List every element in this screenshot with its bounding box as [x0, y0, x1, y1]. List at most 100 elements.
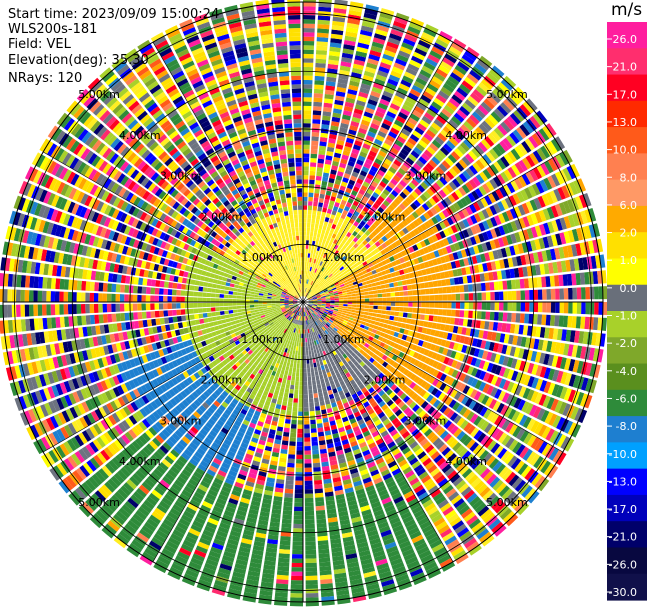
radar-gate: [303, 127, 311, 132]
radar-gate: [328, 241, 333, 247]
radar-gate: [424, 288, 430, 295]
radar-gate: [336, 171, 344, 177]
radar-gate: [381, 310, 387, 315]
radar-gate: [303, 407, 309, 412]
radar-gate: [326, 265, 331, 271]
radar-gate: [318, 392, 324, 398]
radar-gate: [364, 213, 372, 220]
radar-gate: [376, 184, 385, 192]
radar-gate: [331, 270, 336, 275]
radar-gate: [350, 240, 356, 246]
radar-gate: [330, 214, 336, 220]
radar-gate: [346, 212, 353, 218]
radar-gate: [423, 61, 436, 71]
radar-gate: [369, 305, 374, 309]
radar-gate: [522, 121, 534, 134]
radar-gate: [479, 171, 489, 182]
radar-gate: [444, 157, 454, 167]
radar-gate: [321, 229, 326, 235]
radar-gate: [371, 243, 378, 250]
radar-gate: [414, 187, 423, 196]
radar-gate: [359, 151, 368, 158]
radar-gate: [329, 42, 342, 49]
radar-gate: [482, 154, 492, 165]
radar-gate: [483, 98, 495, 110]
radar-gate: [307, 284, 310, 289]
radar-gate: [321, 267, 325, 272]
radar-gate: [336, 269, 341, 274]
radar-gate: [420, 152, 431, 162]
radar-gate: [380, 221, 387, 228]
radar-gate: [481, 302, 487, 310]
radar-gate: [428, 104, 440, 115]
radar-gate: [314, 263, 318, 269]
radar-gate: [353, 263, 359, 268]
radar-gate: [373, 294, 378, 298]
radar-gate: [322, 172, 330, 178]
radar-gate: [382, 210, 389, 218]
radar-gate: [398, 312, 404, 317]
radar-gate: [308, 244, 312, 250]
radar-gate: [315, 279, 319, 284]
radar-gate: [303, 252, 306, 258]
radar-gate: [351, 299, 357, 302]
radar-gate: [283, 497, 293, 503]
radar-gate: [493, 161, 503, 173]
radar-gate: [458, 159, 468, 169]
radar-gate: [313, 106, 322, 112]
radar-gate: [441, 160, 451, 170]
radar-gate: [344, 205, 350, 212]
radar-gate: [435, 38, 449, 49]
radar-gate: [351, 268, 357, 273]
radar-gate: [341, 118, 350, 125]
radar-gate: [388, 230, 395, 237]
radar-gate: [321, 285, 326, 290]
radar-gate: [385, 288, 391, 293]
radar-gate: [305, 274, 308, 280]
radar-gate: [351, 190, 358, 197]
radar-gate: [572, 287, 578, 300]
radar-gate: [291, 419, 297, 425]
radar-gate: [331, 116, 341, 123]
radar-gate: [352, 254, 358, 260]
radar-gate: [287, 462, 295, 468]
radar-gate: [339, 65, 351, 72]
radar-gate: [331, 25, 344, 31]
radar-gate: [419, 314, 425, 321]
radar-gate: [320, 283, 325, 288]
radar-gate: [325, 155, 333, 161]
radar-gate: [292, 406, 298, 412]
radar-gate: [344, 265, 350, 271]
radar-gate: [288, 449, 296, 455]
radar-gate: [468, 302, 474, 310]
radar-gate: [313, 289, 318, 293]
radar-gate: [317, 269, 321, 275]
radar-gate: [333, 103, 343, 110]
radar-gate: [310, 275, 313, 281]
radar-gate: [356, 298, 361, 302]
radar-gate: [450, 151, 461, 161]
radar-gate: [316, 32, 329, 38]
radar-gate: [304, 446, 311, 451]
radar-gate: [347, 270, 353, 275]
radar-gate: [323, 98, 334, 104]
radar-gate: [485, 151, 496, 163]
radar-gate: [459, 310, 465, 318]
radar-gate: [395, 206, 403, 214]
radar-gate: [303, 101, 312, 107]
radar-gate: [411, 211, 419, 219]
radar-gate: [314, 484, 323, 490]
radar-gate: [558, 315, 564, 327]
radar-gate: [342, 306, 348, 309]
radar-gate: [310, 286, 314, 291]
radar-gate: [303, 283, 305, 288]
radar-gate: [422, 90, 434, 100]
radar-gate: [318, 281, 323, 286]
radar-gate: [400, 164, 409, 173]
radar-gate: [413, 175, 423, 184]
radar-gate: [364, 298, 370, 302]
radar-gate: [308, 201, 313, 206]
radar-gate: [296, 450, 303, 455]
radar-gate: [589, 302, 595, 315]
radar-gate: [306, 266, 309, 271]
